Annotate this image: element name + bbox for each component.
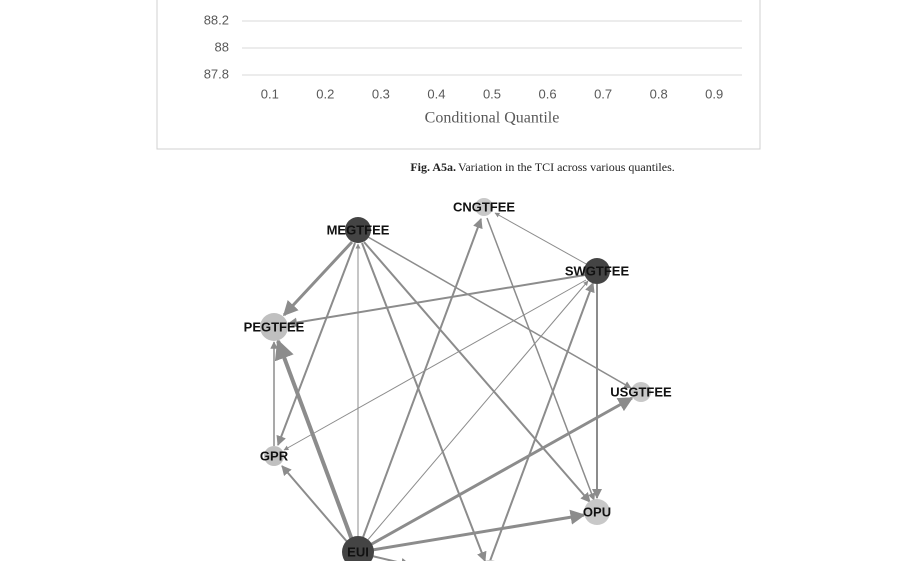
edge	[283, 279, 587, 451]
x-tick-label: 0.6	[539, 86, 557, 101]
edge	[494, 212, 589, 266]
edge	[489, 282, 595, 561]
node-label: USGTFEE	[610, 384, 672, 399]
edge	[363, 241, 591, 503]
edge	[287, 274, 586, 328]
node-label: PEGTFEE	[244, 319, 305, 334]
edge	[365, 280, 589, 543]
x-tick-label: 0.2	[316, 86, 334, 101]
edge	[371, 509, 586, 552]
node-label: EUI	[347, 544, 369, 559]
chart-frame	[156, 0, 761, 150]
node	[342, 536, 374, 561]
node-label: SWGTFEE	[565, 263, 630, 278]
x-tick-label: 0.5	[483, 86, 501, 101]
node-label: CNGTFEE	[453, 199, 515, 214]
x-tick-label: 0.8	[650, 86, 668, 101]
node	[475, 198, 493, 216]
edge	[361, 242, 487, 561]
edge	[371, 555, 411, 561]
network-nodes: MEGTFEE CNGTFEE SWGTFEE PEGTFEE USGTFEE GPR OP…	[244, 198, 672, 561]
node	[264, 446, 284, 466]
caption-text: Variation in the TCI across various quan…	[458, 160, 675, 174]
y-tick-label: 87.8	[204, 66, 229, 81]
edge	[274, 339, 354, 541]
edge	[369, 396, 634, 547]
node	[584, 258, 610, 284]
edge	[281, 465, 350, 545]
x-tick-label: 0.3	[372, 86, 390, 101]
x-tick-label: 0.7	[594, 86, 612, 101]
x-tick-label: 0.1	[261, 86, 279, 101]
node	[584, 499, 610, 525]
x-tick-label: 0.4	[427, 86, 445, 101]
x-axis-label: Conditional Quantile	[425, 110, 560, 127]
edge	[367, 236, 632, 389]
node	[260, 313, 288, 341]
node	[345, 217, 371, 243]
node	[631, 382, 651, 402]
network-edges	[270, 212, 634, 561]
caption-label: Fig. A5a.	[410, 160, 456, 174]
node-label: GPR	[260, 448, 289, 463]
edge	[282, 240, 354, 317]
edge	[361, 218, 483, 541]
edge	[276, 242, 356, 446]
node-label: MEGTFEE	[327, 222, 390, 237]
node-label: OPU	[583, 504, 611, 519]
y-tick-label: 88	[215, 39, 229, 54]
edge	[486, 217, 596, 501]
y-tick-label: 88.2	[204, 12, 229, 27]
x-tick-label: 0.9	[705, 86, 723, 101]
